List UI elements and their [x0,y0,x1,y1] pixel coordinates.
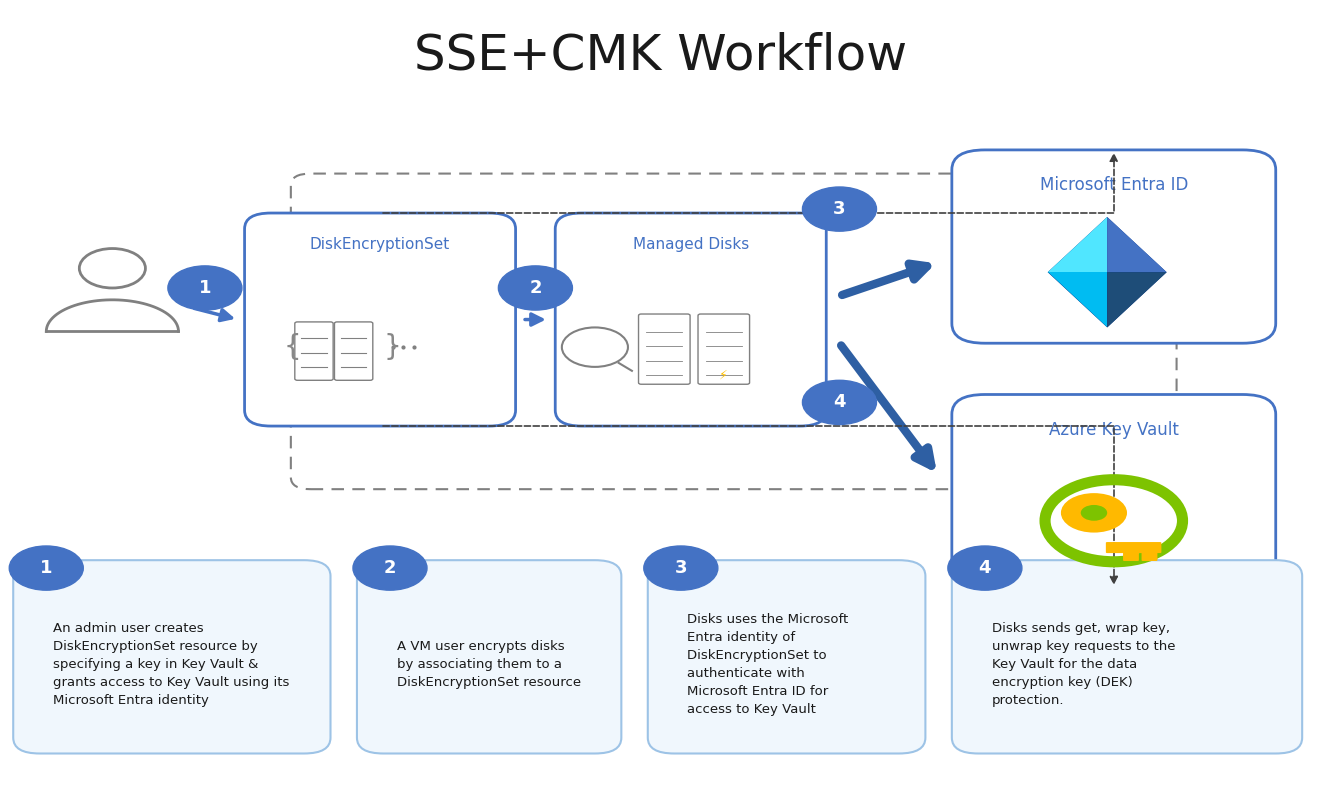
FancyBboxPatch shape [952,560,1302,753]
Text: Managed Disks: Managed Disks [633,237,748,252]
Polygon shape [1047,217,1167,327]
Text: 1: 1 [40,559,53,577]
Text: 2: 2 [529,279,542,297]
Polygon shape [1108,272,1167,327]
Text: {: { [284,333,311,361]
Text: ⚡: ⚡ [719,369,727,382]
Circle shape [168,266,242,310]
Polygon shape [1047,217,1108,272]
Text: }: } [383,333,401,361]
FancyBboxPatch shape [1142,548,1158,561]
Text: 2: 2 [383,559,397,577]
Text: An admin user creates
DiskEncryptionSet resource by
specifying a key in Key Vaul: An admin user creates DiskEncryptionSet … [53,623,290,707]
Text: Disks sends get, wrap key,
unwrap key requests to the
Key Vault for the data
enc: Disks sends get, wrap key, unwrap key re… [992,623,1175,707]
Text: 4: 4 [833,394,846,411]
FancyBboxPatch shape [648,560,925,753]
FancyBboxPatch shape [698,314,750,384]
Circle shape [802,380,876,424]
Text: Disks uses the Microsoft
Entra identity of
DiskEncryptionSet to
authenticate wit: Disks uses the Microsoft Entra identity … [687,613,849,716]
Text: A VM user encrypts disks
by associating them to a
DiskEncryptionSet resource: A VM user encrypts disks by associating … [397,640,580,690]
Text: Azure Key Vault: Azure Key Vault [1048,421,1179,439]
FancyBboxPatch shape [639,314,690,384]
Text: 3: 3 [674,559,687,577]
FancyBboxPatch shape [1105,542,1162,553]
Text: 1: 1 [198,279,212,297]
Text: DiskEncryptionSet: DiskEncryptionSet [309,237,451,252]
Circle shape [1060,493,1126,533]
Circle shape [353,546,427,590]
Circle shape [498,266,572,310]
FancyBboxPatch shape [334,322,373,380]
Circle shape [802,187,876,231]
FancyBboxPatch shape [1124,550,1140,561]
Text: 3: 3 [833,200,846,218]
Text: SSE+CMK Workflow: SSE+CMK Workflow [414,32,908,79]
FancyBboxPatch shape [952,394,1276,588]
Circle shape [948,546,1022,590]
Text: Microsoft Entra ID: Microsoft Entra ID [1039,177,1188,194]
FancyBboxPatch shape [13,560,330,753]
FancyBboxPatch shape [952,150,1276,343]
Circle shape [1080,505,1108,521]
Polygon shape [1108,217,1167,272]
Polygon shape [1047,272,1108,327]
FancyBboxPatch shape [295,322,333,380]
Text: 4: 4 [978,559,992,577]
Circle shape [9,546,83,590]
FancyBboxPatch shape [245,213,516,426]
FancyBboxPatch shape [357,560,621,753]
FancyBboxPatch shape [555,213,826,426]
Circle shape [644,546,718,590]
